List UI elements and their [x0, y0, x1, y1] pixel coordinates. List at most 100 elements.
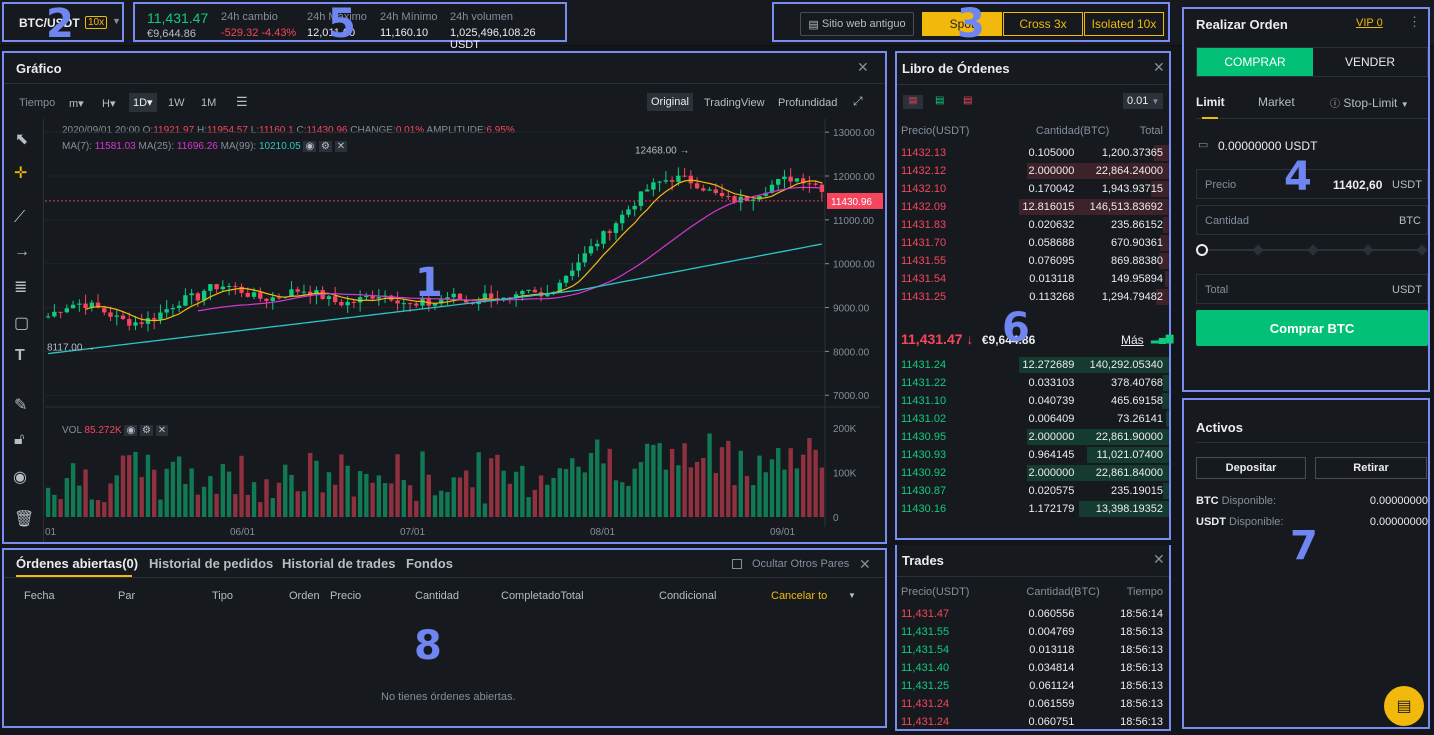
candle-body [482, 293, 488, 302]
volume-bar [276, 482, 282, 517]
volume-bar [145, 454, 151, 517]
tab-open-orders[interactable]: Órdenes abiertas(0) [16, 556, 139, 571]
close-icon[interactable]: ✕ [859, 556, 871, 572]
fullscreen-icon[interactable]: ⤢ [853, 94, 863, 108]
crosshair-icon[interactable]: ✛ [14, 165, 28, 182]
pair-selector-box[interactable]: BTC/USDT 10x ▼ 2 [2, 2, 124, 44]
candlestick-chart[interactable]: 13000.00 12000.00 11000.00 10000.00 9000.00 8… [45, 119, 887, 542]
cancel-all-button[interactable]: Cancelar to [771, 590, 828, 602]
tab-order-history[interactable]: Historial de pedidos [149, 556, 274, 571]
settings-sliders-icon[interactable]: ☰ [236, 94, 248, 109]
interval-week[interactable]: 1W [168, 97, 185, 109]
close-icon[interactable]: ✕ [1153, 551, 1165, 567]
trendline-icon[interactable]: ⟋ [14, 209, 26, 226]
candle-body [576, 262, 581, 271]
brush-icon[interactable]: ✎ [14, 397, 28, 414]
book-row[interactable]: 11431.02 0.006409 73.26141 [897, 410, 1169, 428]
type-market[interactable]: Market [1258, 95, 1295, 109]
vip-level[interactable]: VIP 0 [1356, 17, 1383, 29]
cross-margin-button[interactable]: Cross 3x [1003, 12, 1083, 36]
close-icon[interactable]: ✕ [155, 425, 169, 436]
candle-body [488, 293, 494, 298]
type-stop-limit[interactable]: ⓘ Stop-Limit ▼ [1330, 96, 1409, 110]
view-depth[interactable]: Profundidad [778, 97, 838, 109]
book-row[interactable]: 11430.93 0.964145 11,021.07400 [897, 446, 1169, 464]
chart-toolbar: Tiempo m▾ H▾ 1D▾ 1W 1M ☰ Original Tradin… [4, 83, 885, 117]
arrow-icon[interactable]: → [14, 243, 30, 260]
book-row[interactable]: 11431.83 0.020632 235.86152 [897, 216, 1169, 234]
book-row[interactable]: 11431.70 0.058688 670.90361 [897, 234, 1169, 252]
book-row[interactable]: 11431.25 0.113268 1,294.79482 [897, 288, 1169, 306]
book-row[interactable]: 11430.95 2.000000 22,861.90000 [897, 428, 1169, 446]
trash-icon[interactable]: 🗑︎ [14, 511, 35, 528]
precision-select[interactable]: 0.01 ▼ [1123, 93, 1164, 109]
eye-icon[interactable]: ◉ [13, 469, 27, 486]
interval-minute[interactable]: m▾ [69, 98, 84, 110]
interval-day[interactable]: 1D▾ [129, 93, 157, 112]
buy-tab[interactable]: COMPRAR [1197, 48, 1313, 76]
settings-icon[interactable]: ⚙ [139, 425, 153, 436]
buy-submit-button[interactable]: Comprar BTC [1196, 310, 1428, 346]
close-icon[interactable]: ✕ [857, 59, 869, 75]
slider-handle[interactable] [1196, 244, 1208, 256]
deposit-button[interactable]: Depositar [1196, 457, 1306, 479]
candle-body [800, 178, 806, 184]
price-input[interactable]: Precio 11402,60 USDT [1196, 169, 1428, 199]
hide-others-checkbox[interactable] [732, 559, 742, 569]
trade-row: 11,431.55 0.004769 18:56:13 [901, 626, 1163, 638]
type-limit[interactable]: Limit [1196, 95, 1225, 109]
shape-icon[interactable]: ▢ [14, 315, 30, 332]
volume-bar [701, 458, 706, 517]
more-link[interactable]: Más [1121, 333, 1144, 347]
book-row[interactable]: 11431.24 12.272689 140,292.05340 [897, 356, 1169, 374]
book-row[interactable]: 11431.22 0.033103 378.40768 [897, 374, 1169, 392]
book-bids-icon[interactable]: ▤ [935, 95, 945, 106]
wallet-icon: ▭ [1198, 139, 1209, 151]
volume-bar [545, 484, 550, 517]
book-row[interactable]: 11430.92 2.000000 22,861.84000 [897, 464, 1169, 482]
view-tradingview[interactable]: TradingView [704, 97, 765, 109]
old-site-button[interactable]: ▤ Sitio web antiguo [800, 12, 914, 36]
book-row[interactable]: 11432.09 12.816015 146,513.83692 [897, 198, 1169, 216]
stat-value: 12,011.00 [307, 27, 356, 39]
total-input[interactable]: Total USDT [1196, 274, 1428, 304]
quantity-input[interactable]: Cantidad BTC [1196, 205, 1428, 235]
book-row[interactable]: 11431.10 0.040739 465.69158 [897, 392, 1169, 410]
amount-slider[interactable] [1196, 244, 1428, 256]
more-vertical-icon[interactable]: ⋮ [1408, 14, 1421, 29]
book-row[interactable]: 11431.55 0.076095 869.88380 [897, 252, 1169, 270]
candle-body [289, 289, 294, 297]
isolated-margin-button[interactable]: Isolated 10x [1084, 12, 1164, 36]
cursor-icon[interactable]: ⬉ [15, 131, 29, 148]
book-row[interactable]: 11431.54 0.013118 149.95894 [897, 270, 1169, 288]
book-row[interactable]: 11432.10 0.170042 1,943.93715 [897, 180, 1169, 198]
close-icon[interactable]: ✕ [1153, 59, 1165, 75]
candle-body [233, 286, 238, 288]
eye-icon[interactable]: ◉ [124, 425, 138, 436]
view-original[interactable]: Original [647, 93, 693, 111]
lock-icon[interactable]: 🔓︎ [14, 431, 25, 448]
volume-bar [607, 448, 612, 517]
book-row[interactable]: 11432.12 2.000000 22,864.24000 [897, 162, 1169, 180]
chat-support-button[interactable]: ▤ [1384, 686, 1424, 726]
chevron-down-icon[interactable]: ▼ [848, 591, 856, 600]
text-icon[interactable]: T [15, 347, 25, 364]
book-row[interactable]: 11430.16 1.172179 13,398.19352 [897, 500, 1169, 518]
book-row[interactable]: 11432.13 0.105000 1,200.37365 [897, 144, 1169, 162]
spot-button[interactable]: Spot [922, 12, 1002, 36]
interval-month[interactable]: 1M [201, 97, 217, 109]
book-row[interactable]: 11430.87 0.020575 235.19015 [897, 482, 1169, 500]
interval-hour[interactable]: H▾ [102, 98, 116, 110]
sell-tab[interactable]: VENDER [1344, 55, 1395, 69]
tab-funds[interactable]: Fondos [406, 556, 453, 571]
tab-trade-history[interactable]: Historial de trades [282, 556, 396, 571]
withdraw-button[interactable]: Retirar [1315, 457, 1427, 479]
assets-title: Activos [1196, 420, 1243, 435]
settings-icon[interactable]: ⚙ [318, 141, 332, 152]
book-both-icon[interactable]: ▤ [903, 95, 923, 109]
mode-switch-box: ▤ Sitio web antiguo Spot Cross 3x Isolate… [772, 2, 1170, 44]
book-asks-icon[interactable]: ▤ [963, 95, 973, 106]
fib-icon[interactable]: ≣ [14, 279, 28, 296]
eye-icon[interactable]: ◉ [303, 141, 317, 152]
close-icon[interactable]: ✕ [334, 141, 348, 152]
